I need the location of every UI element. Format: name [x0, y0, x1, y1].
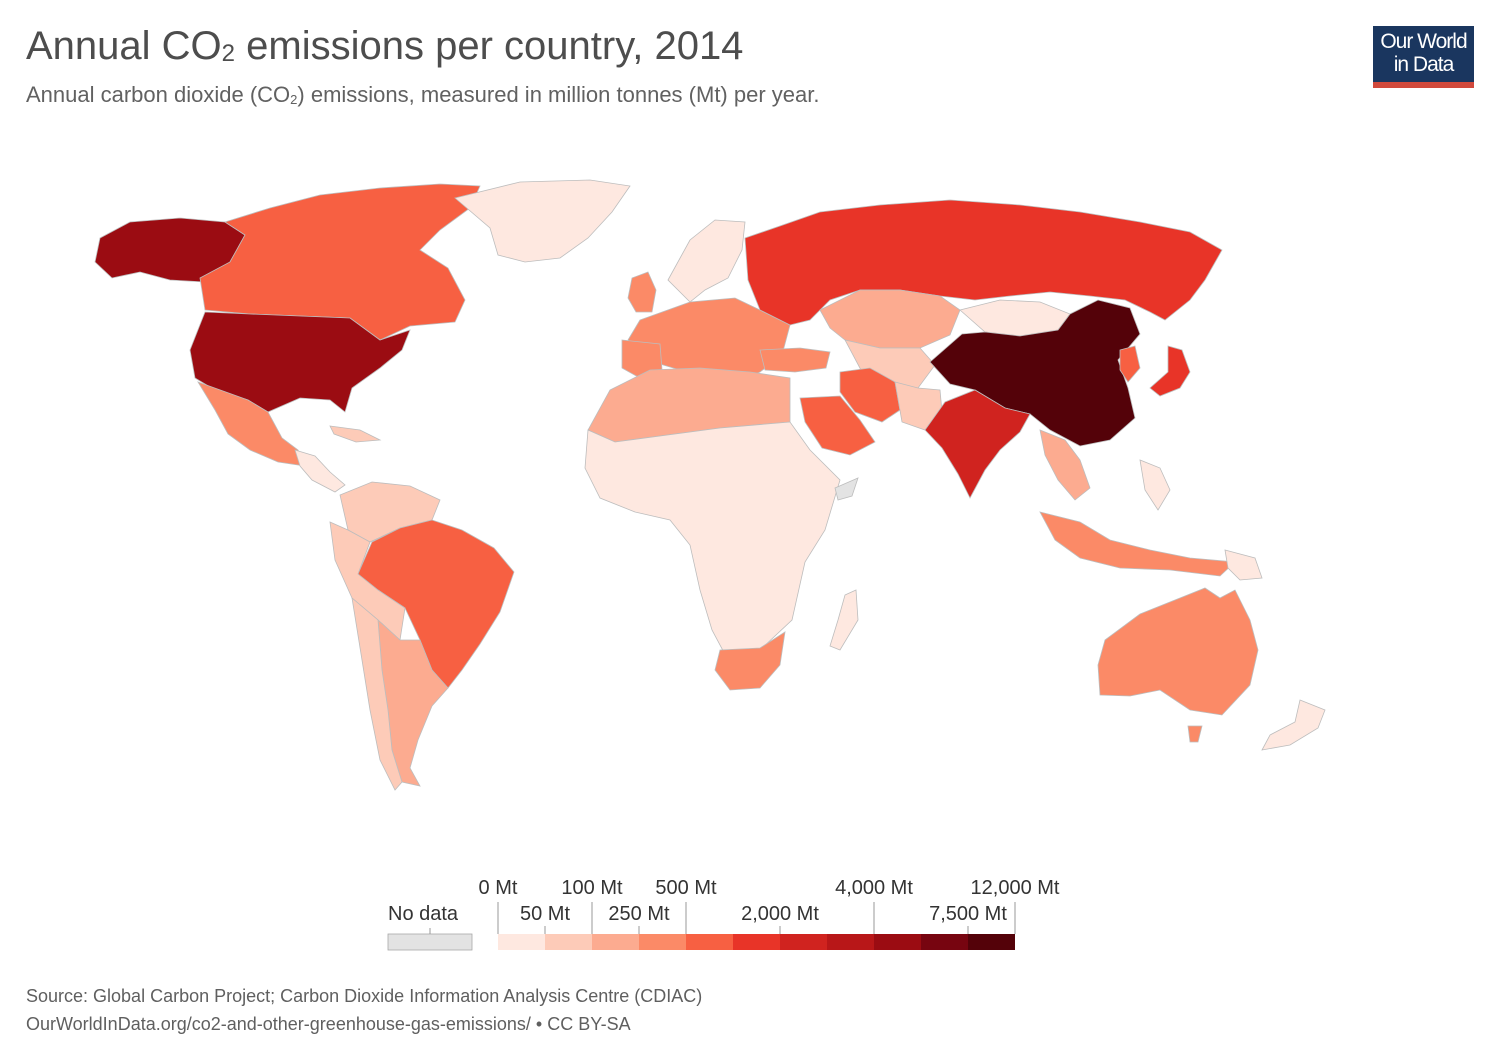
legend-top-label: 4,000 Mt [835, 877, 913, 899]
legend-bin-swatch[interactable] [592, 934, 639, 950]
legend-bins: 0 Mt 100 Mt 500 Mt 4,000 Mt 12,000 Mt 50 Mt 25… [479, 877, 1060, 950]
country-somalia-no-data[interactable] [834, 477, 859, 501]
legend-top-label: 0 Mt [479, 877, 518, 899]
legend-bin-swatch[interactable] [545, 934, 592, 950]
legend-bottom-label: 2,000 Mt [741, 903, 819, 925]
country-new-zealand[interactable] [1261, 699, 1326, 751]
source-url-link[interactable]: OurWorldInData.org/co2-and-other-greenho… [26, 1014, 631, 1034]
source-text: Source: Global Carbon Project; Carbon Di… [26, 986, 703, 1006]
world-map [0, 150, 1500, 850]
chart-header: Annual CO2 emissions per country, 2014 A… [26, 20, 1326, 113]
legend-no-data-label: No data [388, 903, 459, 925]
country-png[interactable] [1224, 549, 1263, 581]
country-saudi-arabia[interactable] [799, 395, 876, 456]
country-africa[interactable] [584, 421, 841, 661]
country-korea[interactable] [1119, 345, 1141, 383]
country-iran[interactable] [839, 367, 901, 423]
legend-bin-swatch[interactable] [686, 934, 733, 950]
country-australia[interactable] [1097, 587, 1259, 716]
legend-bin-swatch[interactable] [874, 934, 921, 950]
legend-bottom-label: 50 Mt [520, 903, 570, 925]
country-scandinavia[interactable] [667, 219, 746, 303]
country-southeast-asia[interactable] [1039, 429, 1091, 501]
legend-bin-swatch[interactable] [827, 934, 874, 950]
legend-bin-swatch[interactable] [921, 934, 968, 950]
owid-logo[interactable]: Our World in Data [1373, 26, 1474, 88]
country-turkey[interactable] [759, 347, 831, 373]
legend-bin-swatch[interactable] [780, 934, 827, 950]
logo-line-2: in Data [1393, 53, 1455, 76]
country-central-america[interactable] [294, 449, 346, 493]
legend-no-data-swatch [387, 933, 473, 951]
legend-top-label: 500 Mt [655, 877, 717, 899]
country-cuba[interactable] [329, 425, 382, 443]
legend-top-label: 12,000 Mt [971, 877, 1060, 899]
legend-bottom-label: 250 Mt [608, 903, 670, 925]
legend-bottom-label: 7,500 Mt [929, 903, 1007, 925]
page-title: Annual CO2 emissions per country, 2014 [26, 24, 744, 68]
country-uk[interactable] [627, 271, 657, 313]
legend-top-label: 100 Mt [561, 877, 623, 899]
country-greenland[interactable] [454, 179, 631, 263]
country-madagascar[interactable] [829, 589, 859, 651]
logo-line-1: Our World [1380, 30, 1467, 53]
page-subtitle: Annual carbon dioxide (CO2) emissions, m… [26, 82, 820, 107]
country-indonesia[interactable] [1039, 511, 1236, 577]
country-south-africa[interactable] [714, 631, 786, 691]
country-japan[interactable] [1149, 345, 1191, 397]
country-chile[interactable] [351, 596, 403, 791]
legend-bin-swatch[interactable] [968, 934, 1015, 950]
color-legend: No data 0 Mt 100 Mt 500 Mt 4,000 Mt 12,000 M… [0, 870, 1500, 960]
country-canada[interactable] [199, 183, 481, 341]
country-tasmania[interactable] [1187, 725, 1203, 743]
country-peru-bolivia[interactable] [329, 521, 406, 641]
country-philippines[interactable] [1139, 459, 1171, 511]
legend-bin-swatch[interactable] [639, 934, 686, 950]
legend-bin-swatch[interactable] [733, 934, 780, 950]
chart-footer: Source: Global Carbon Project; Carbon Di… [26, 982, 702, 1038]
legend-bin-swatch[interactable] [498, 934, 545, 950]
country-kazakhstan[interactable] [819, 289, 961, 349]
country-india[interactable] [924, 389, 1031, 499]
